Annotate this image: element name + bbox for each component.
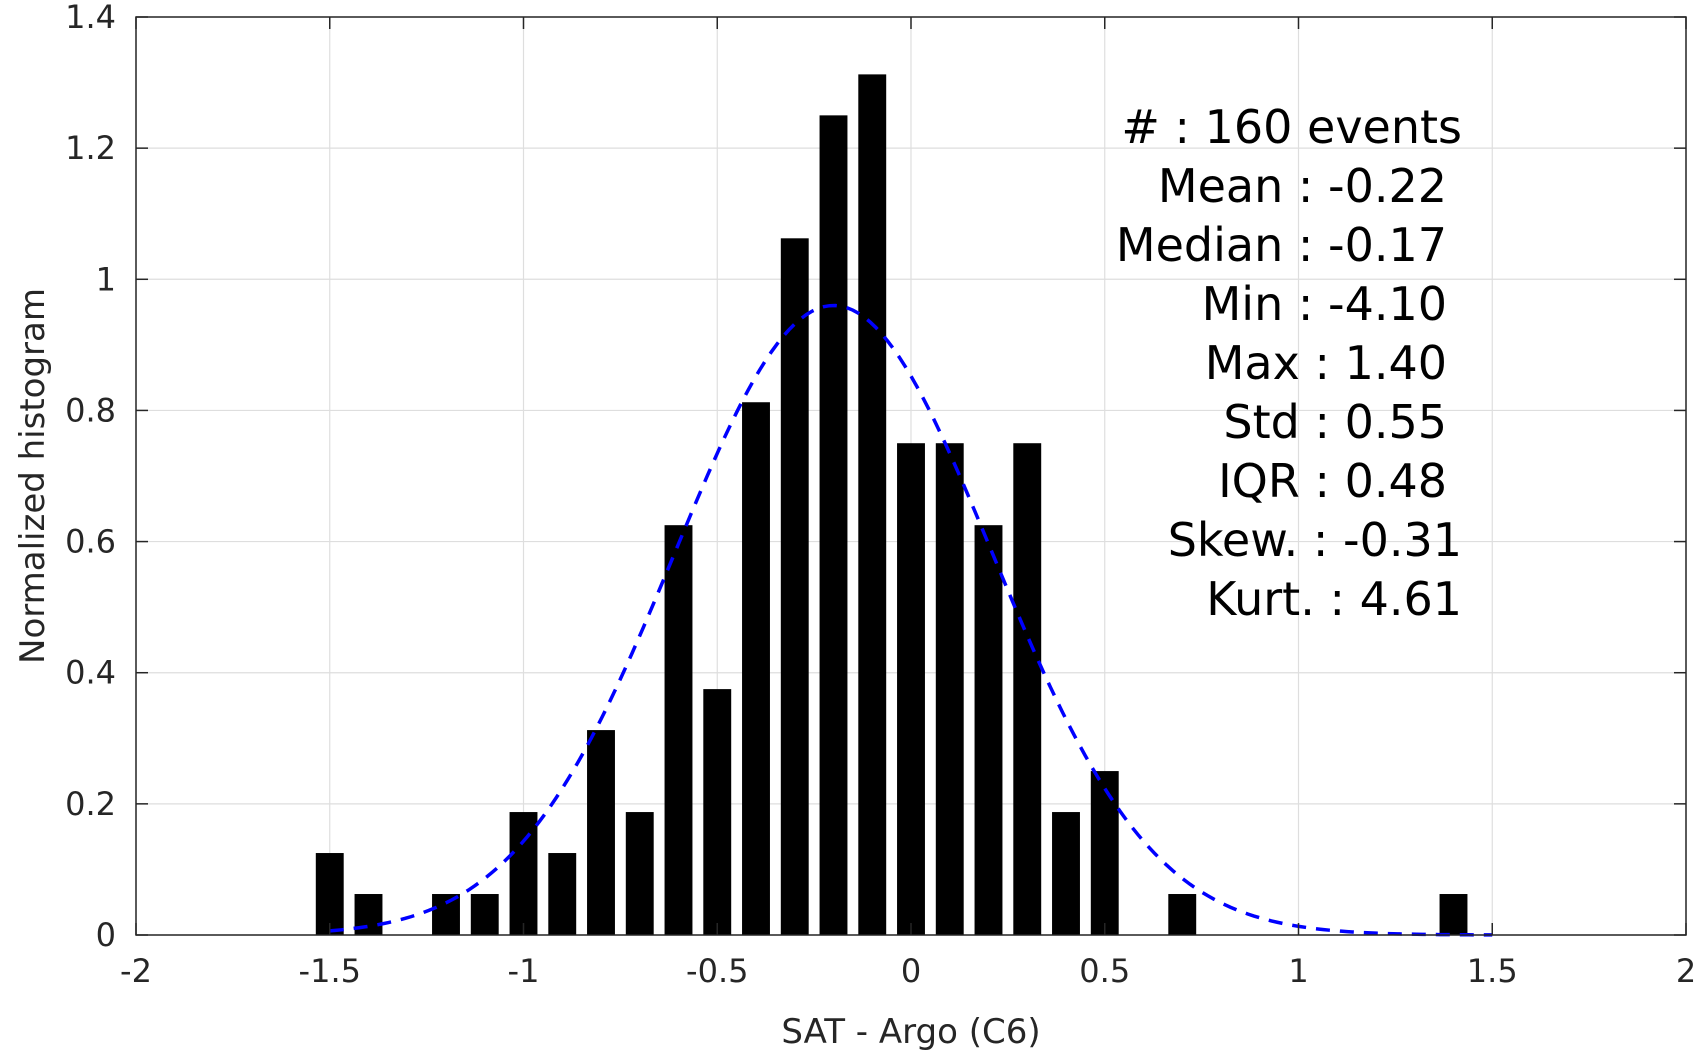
- stat-line: Mean : -0.22: [1158, 159, 1447, 213]
- histogram-bar: [315, 853, 344, 935]
- y-tick-label: 1: [96, 260, 116, 298]
- x-tick-label: 0.5: [1079, 952, 1130, 990]
- y-tick-label: 0.8: [65, 391, 116, 429]
- histogram-bar: [1439, 894, 1468, 935]
- y-axis-label: Normalized histogram: [13, 288, 53, 664]
- histogram-bar: [935, 443, 964, 935]
- histogram-bar: [703, 689, 732, 935]
- histogram-bar: [897, 443, 925, 935]
- histogram-bar: [509, 812, 538, 935]
- histogram-bar: [432, 894, 460, 935]
- x-tick-label: 0: [901, 952, 921, 990]
- stat-line: Median : -0.17: [1116, 218, 1447, 272]
- stat-line: Skew. : -0.31: [1168, 513, 1462, 567]
- x-tick-label: 1.5: [1467, 952, 1518, 990]
- histogram-bar: [1168, 894, 1197, 935]
- y-tick-label: 0.6: [65, 523, 116, 561]
- histogram-bar: [742, 402, 770, 935]
- histogram-bar: [1090, 771, 1119, 935]
- x-tick-label: -1: [508, 952, 540, 990]
- x-tick-label: -2: [120, 952, 152, 990]
- histogram-bar: [664, 525, 693, 935]
- y-tick-label: 0.4: [65, 654, 116, 692]
- histogram-bar: [625, 812, 654, 935]
- y-tick-label: 1.4: [65, 0, 116, 36]
- y-tick-label: 1.2: [65, 129, 116, 167]
- x-tick-label: 1: [1288, 952, 1308, 990]
- histogram-bar: [1013, 443, 1042, 935]
- axis-ticks: [135, 16, 1687, 936]
- y-tick-label: 0.2: [65, 785, 116, 823]
- histogram-bar: [1052, 812, 1080, 935]
- x-tick-labels: -2 -1.5 -1 -0.5 0 0.5 1 1.5 2: [120, 952, 1696, 990]
- histogram-bar: [470, 894, 499, 935]
- y-tick-label: 0: [96, 916, 116, 954]
- histogram-bar: [780, 238, 809, 935]
- y-tick-labels: 0 0.2 0.4 0.6 0.8 1 1.2 1.4: [65, 0, 116, 954]
- stat-line: Kurt. : 4.61: [1206, 572, 1462, 626]
- stat-line: # : 160 events: [1121, 100, 1462, 154]
- x-tick-label: -1.5: [299, 952, 361, 990]
- histogram-bar: [819, 115, 848, 936]
- stat-line: Std : 0.55: [1223, 395, 1447, 449]
- stat-line: Max : 1.40: [1205, 336, 1447, 390]
- histogram-bar: [974, 525, 1003, 935]
- x-tick-label: -0.5: [686, 952, 748, 990]
- x-axis-label: SAT - Argo (C6): [781, 1012, 1040, 1052]
- histogram-bars: [315, 74, 1468, 936]
- x-tick-label: 2: [1676, 952, 1696, 990]
- stat-line: IQR : 0.48: [1218, 454, 1447, 508]
- histogram-bar: [587, 730, 615, 935]
- histogram-bar: [548, 853, 577, 935]
- histogram-bar: [858, 74, 887, 935]
- stat-line: Min : -4.10: [1202, 277, 1447, 331]
